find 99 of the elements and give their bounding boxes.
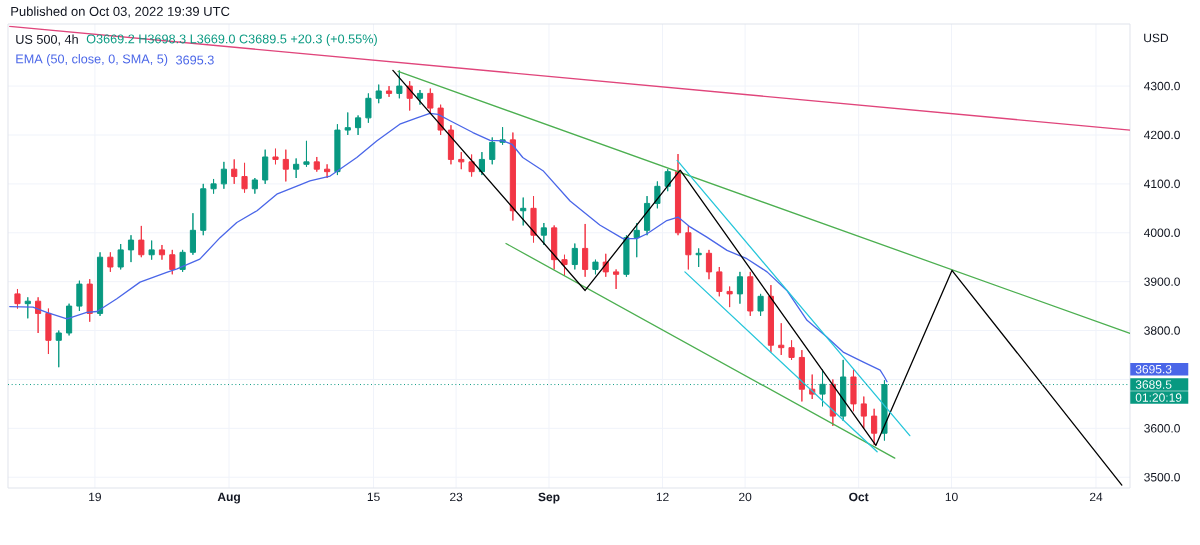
candlestick	[860, 396, 867, 429]
candlestick	[117, 243, 124, 270]
candlestick	[623, 234, 630, 278]
text: 01:20:19	[1135, 393, 1182, 402]
candlestick	[385, 85, 393, 98]
y-tick-label: 4100.0	[1143, 179, 1180, 189]
candlestick	[767, 284, 774, 354]
candlestick	[169, 249, 176, 275]
x-tick-label: 20	[739, 492, 752, 502]
candlestick	[530, 195, 537, 244]
candlestick	[633, 222, 640, 258]
text: EMA (50, close, 0, SMA, 5)	[16, 54, 168, 66]
ref-line-label: 3689.5	[1135, 380, 1172, 389]
candlestick	[757, 293, 764, 317]
candlestick	[695, 247, 702, 268]
candlestick	[293, 157, 300, 179]
candlestick	[458, 151, 465, 170]
candlestick	[272, 148, 279, 165]
y-tick-label: 4200.0	[1143, 130, 1180, 140]
x-tick-label: 24	[1089, 492, 1103, 502]
line-series	[9, 112, 888, 383]
text: US 500, 4h	[16, 34, 78, 46]
candlestick	[736, 271, 744, 305]
candlestick	[571, 243, 578, 270]
annotation: 3695.3	[176, 55, 214, 65]
y-tick-label: 4000.0	[1143, 228, 1180, 238]
candlestick	[313, 156, 320, 173]
candlestick	[365, 92, 372, 124]
candlestick	[251, 177, 258, 195]
candlestick	[66, 303, 73, 336]
candlestick	[509, 132, 516, 222]
x-tick-label: 15	[367, 492, 380, 502]
y-tick-label: 4300.0	[1143, 81, 1180, 91]
x-tick-label: Oct	[849, 492, 869, 502]
text: 3695.3	[1135, 364, 1172, 374]
candlestick	[179, 249, 186, 273]
candlestick	[86, 278, 93, 323]
candlestick	[220, 161, 227, 190]
x-tick-label: 19	[89, 492, 101, 502]
candlestick	[798, 349, 805, 402]
candlestick	[726, 286, 733, 308]
y-axis-title: USD	[1144, 33, 1169, 43]
candlestick	[685, 224, 692, 270]
candlestick	[200, 183, 207, 236]
line-series	[392, 69, 1123, 486]
y-tick-label: 3800.0	[1144, 326, 1180, 335]
candlestick	[416, 89, 424, 106]
candlestick	[447, 124, 455, 165]
candlestick	[427, 88, 434, 114]
candlestick	[592, 259, 599, 275]
x-tick-label: 23	[450, 492, 463, 502]
candlestick	[705, 249, 713, 280]
candlestick	[189, 212, 197, 256]
candlestick	[262, 149, 269, 185]
candlestick	[551, 224, 558, 270]
candlestick	[241, 162, 248, 194]
candlestick	[324, 163, 331, 179]
x-tick-label: Sep	[538, 492, 560, 504]
candlestick	[45, 308, 52, 355]
candlestick	[396, 69, 403, 99]
candlestick	[375, 84, 382, 104]
candlestick	[788, 339, 795, 361]
candlestick	[344, 111, 351, 136]
candlestick	[478, 151, 485, 176]
x-tick-label: 12	[656, 492, 669, 502]
candlestick	[55, 330, 62, 368]
candlestick	[231, 158, 238, 185]
y-tick-label: 3600.0	[1144, 424, 1180, 433]
candlestick	[643, 195, 651, 236]
y-tick-label: 3900.0	[1144, 277, 1180, 286]
candlestick	[582, 223, 589, 278]
candlestick	[210, 178, 217, 195]
candlestick	[76, 280, 83, 312]
candlestick	[778, 322, 785, 356]
candlestick	[871, 408, 878, 446]
candlestick	[613, 268, 620, 290]
x-tick-label: 10	[945, 492, 958, 502]
candlestick	[303, 140, 310, 168]
candlestick	[489, 136, 496, 165]
candlestick	[138, 225, 145, 258]
candlestick	[334, 123, 341, 176]
candlestick	[127, 234, 135, 263]
candlestick	[354, 114, 362, 136]
candlestick	[716, 266, 723, 297]
candlestick	[540, 222, 547, 246]
candlestick	[107, 251, 114, 273]
candlestick	[158, 244, 166, 261]
candlestick	[850, 369, 857, 412]
candlestick	[14, 288, 21, 310]
candlestick	[674, 153, 682, 236]
candlestick	[282, 149, 289, 182]
text: Published on Oct 03, 2022 19:39 UTC	[11, 6, 230, 18]
candlestick	[468, 154, 475, 178]
x-tick-label: Aug	[217, 492, 240, 504]
candlestick	[561, 254, 568, 277]
y-tick-label: 3500.0	[1144, 472, 1180, 482]
candlestick	[747, 271, 754, 317]
candlestick	[96, 251, 104, 317]
candlestick	[148, 240, 155, 261]
